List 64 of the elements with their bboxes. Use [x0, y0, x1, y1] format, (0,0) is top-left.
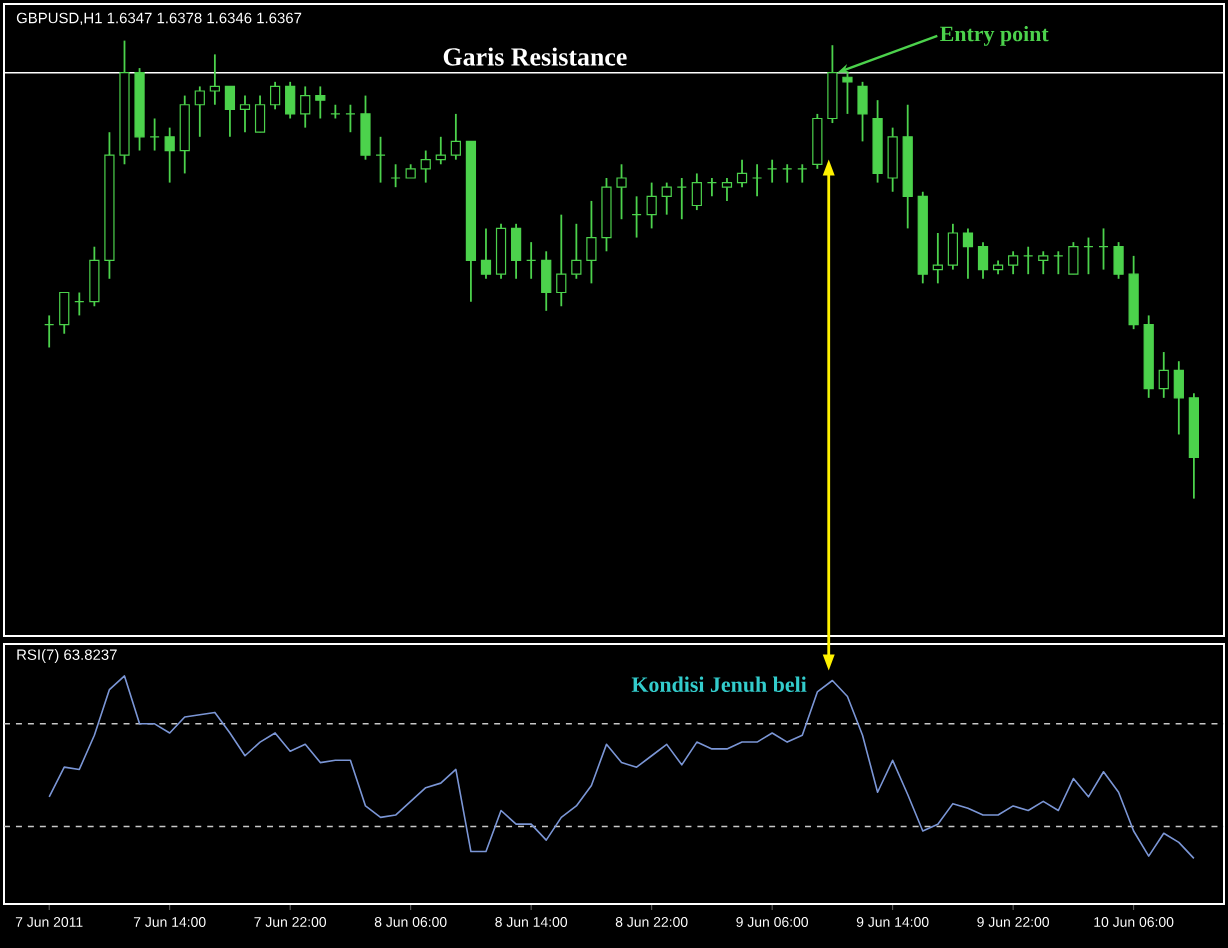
- candlestick: [962, 227, 974, 280]
- candlestick: [751, 163, 763, 198]
- candlestick: [691, 172, 702, 211]
- candlestick: [586, 200, 597, 285]
- candlestick: [782, 163, 793, 184]
- candlestick: [857, 80, 868, 143]
- candlestick: [556, 213, 567, 308]
- candlestick: [676, 177, 687, 221]
- ref-line-label: Garis Resistance: [443, 47, 627, 66]
- candlestick: [1008, 250, 1019, 276]
- candlestick: [661, 181, 672, 216]
- candlestick: [1038, 250, 1049, 276]
- candlestick: [1158, 351, 1169, 399]
- candlestick: [631, 195, 642, 239]
- annotation: Kondisi Jenuh beli: [631, 676, 807, 693]
- candlestick: [1113, 241, 1124, 280]
- candlestick: [510, 222, 522, 280]
- candlestick: [164, 126, 175, 184]
- candlestick: [375, 135, 386, 184]
- candlestick: [224, 85, 236, 138]
- candlestick: [1173, 360, 1184, 436]
- candlestick: [59, 291, 70, 335]
- candlestick: [977, 241, 989, 280]
- candlestick: [887, 126, 898, 193]
- candlestick: [767, 158, 778, 184]
- candlestick: [480, 227, 492, 280]
- candlestick: [420, 149, 431, 184]
- candlestick: [646, 181, 657, 230]
- candlestick: [1068, 241, 1079, 276]
- candlestick: [435, 135, 446, 166]
- candlestick: [194, 85, 205, 138]
- candlestick: [269, 80, 281, 111]
- candlestick: [706, 177, 718, 198]
- annotation: Entry point: [940, 25, 1049, 46]
- candlestick: [1023, 245, 1034, 276]
- candlestick: [315, 85, 326, 120]
- candlestick: [616, 163, 627, 221]
- candlestick: [390, 163, 401, 189]
- candlestick: [149, 117, 160, 152]
- candlestick: [526, 241, 537, 280]
- candlestick: [1098, 227, 1109, 271]
- candlestick: [571, 222, 582, 280]
- candlestick: [360, 94, 371, 161]
- candlestick: [179, 94, 190, 175]
- candlestick: [285, 80, 296, 120]
- candlestick: [89, 245, 100, 308]
- candlestick: [239, 94, 251, 134]
- candlestick: [932, 232, 943, 285]
- candlestick: [947, 222, 959, 271]
- candlestick: [797, 163, 808, 184]
- candlestick: [1083, 236, 1094, 276]
- candlestick: [812, 113, 823, 170]
- candlestick: [345, 103, 356, 134]
- candlestick: [254, 94, 266, 134]
- candlestick: [44, 314, 55, 349]
- candlestick: [736, 158, 748, 189]
- candlestick: [721, 177, 733, 202]
- candlestick: [209, 53, 220, 106]
- candlestick: [1053, 250, 1064, 276]
- candlestick: [300, 85, 311, 129]
- candlestick: [495, 222, 507, 280]
- candlestick: [450, 113, 461, 161]
- candlestick: [74, 291, 85, 317]
- candlestick: [541, 250, 552, 312]
